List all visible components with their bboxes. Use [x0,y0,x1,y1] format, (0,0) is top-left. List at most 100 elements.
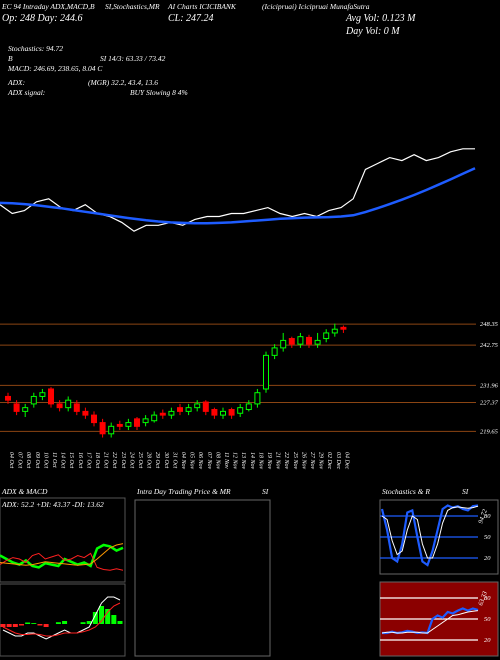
macd-bar [80,622,86,624]
x-tick-label: 26 Nov [300,452,306,470]
y-tick-label: 231.96 [480,382,499,389]
y-tick-label: 20 [484,637,491,644]
header-text: BUY Slowing 8 4% [130,88,188,97]
x-tick-label: 30 Oct [163,451,169,468]
x-tick-label: 22 Nov [283,452,289,470]
macd-line [2,602,121,637]
x-tick-label: 25 Nov [292,452,298,470]
x-tick-label: 06 Nov [197,452,203,470]
header-text: AI Charts ICICIBANK [167,2,237,11]
header-text: B [8,54,13,63]
candle-body [73,403,80,412]
oscillator-line [381,505,479,559]
panel [0,583,126,657]
macd-bar [37,624,43,626]
macd-bar [55,622,61,624]
macd-bar [12,624,18,627]
macd-bar [117,621,123,624]
macd-bar [0,624,6,627]
x-tick-label: 08 Oct [25,452,31,468]
y-tick-label: 50 [484,616,491,623]
candle-body [297,336,304,345]
macd-bar [86,621,92,624]
candle-body [288,338,295,345]
y-tick-label: 80 [484,595,491,602]
panel-title: Intra Day Trading Price & MR [136,487,231,496]
x-tick-label: 15 Oct [68,452,74,468]
x-tick-label: 05 Nov [189,452,195,470]
candle-body [39,392,46,397]
header-text: SI,Stochastics,MR [105,2,160,11]
candle-body [202,401,209,412]
x-tick-label: 02 Dec [326,452,332,469]
candle-body [211,409,218,416]
y-tick-label: 227.37 [480,400,499,407]
candle-body [340,326,347,330]
macd-line [2,596,121,640]
candle-body [142,418,149,424]
macd-bar [111,615,117,624]
x-tick-label: 31 Oct [171,451,177,468]
x-tick-label: 18 Oct [94,452,100,468]
annotation: 94.72 [477,508,489,525]
macd-bar [62,621,68,624]
x-tick-label: 03 Dec [335,452,341,469]
x-tick-label: 23 Oct [120,452,126,468]
candle-body [220,410,226,416]
x-tick-label: 07 Oct [17,452,23,468]
candle-body [185,407,192,412]
annotation: 63.33 [477,590,489,607]
header-text: Stochastics: 94.72 [8,44,63,53]
x-tick-label: 11 Nov [223,452,229,469]
panel-title: ADX & MACD [1,487,48,496]
panel-title: Stochastics & R [382,487,430,496]
x-tick-label: 13 Nov [240,452,246,470]
candle-body [159,412,166,416]
candle-body [82,410,89,416]
indicator-line [0,543,124,569]
panel-label: ADX: 52.2 +DI: 43.37 -DI: 13.62 [1,500,104,509]
header-text: (Icicipruai) Icicipruai MunafaSutra [262,2,370,11]
header-text: ADX signal: [7,88,45,97]
candle-body [5,395,11,401]
x-tick-label: 04 Nov [180,452,187,470]
x-tick-label: 04 Oct [8,452,15,468]
header-text: (MGR) 32.2, 43.4, 13.6 [88,78,158,87]
candle-body [30,395,37,405]
candle-body [48,388,54,405]
x-tick-label: 10 Oct [42,452,48,468]
y-tick-label: 248.35 [480,321,499,328]
x-tick-label: 09 Oct [34,452,40,468]
x-tick-label: 11 Oct [51,452,57,468]
x-tick-label: 21 Oct [103,452,109,468]
candle-body [237,407,244,414]
candle-body [314,339,321,345]
y-tick-label: 242.75 [480,342,499,349]
y-tick-label: 219.65 [480,428,499,435]
macd-bar [18,624,24,626]
candle-body [271,347,278,356]
y-tick-label: 20 [484,555,491,562]
panel-subtitle: SI [462,487,469,496]
candle-body [151,414,158,422]
header-text: CL: 247.24 [168,13,214,24]
price-line [0,148,475,232]
header-text: Day Vol: 0 M [345,26,400,37]
macd-bar [43,624,49,627]
x-tick-label: 29 Oct [154,452,160,468]
candle-body [56,403,63,409]
candle-body [194,403,201,409]
x-tick-label: 16 Oct [77,452,83,468]
candle-body [323,332,330,340]
x-tick-label: 21 Nov [275,452,281,470]
x-tick-label: 24 Oct [128,452,135,468]
header-text: Avg Vol: 0.123 M [345,13,416,24]
x-tick-label: 12 Nov [232,452,238,470]
candle-body [108,425,115,435]
header-text: SI 14/3: 63.33 / 73.42 [100,54,166,63]
candle-body [125,422,132,427]
macd-bar [6,624,12,627]
y-tick-label: 80 [484,513,491,520]
x-tick-label: 08 Nov [214,452,220,470]
